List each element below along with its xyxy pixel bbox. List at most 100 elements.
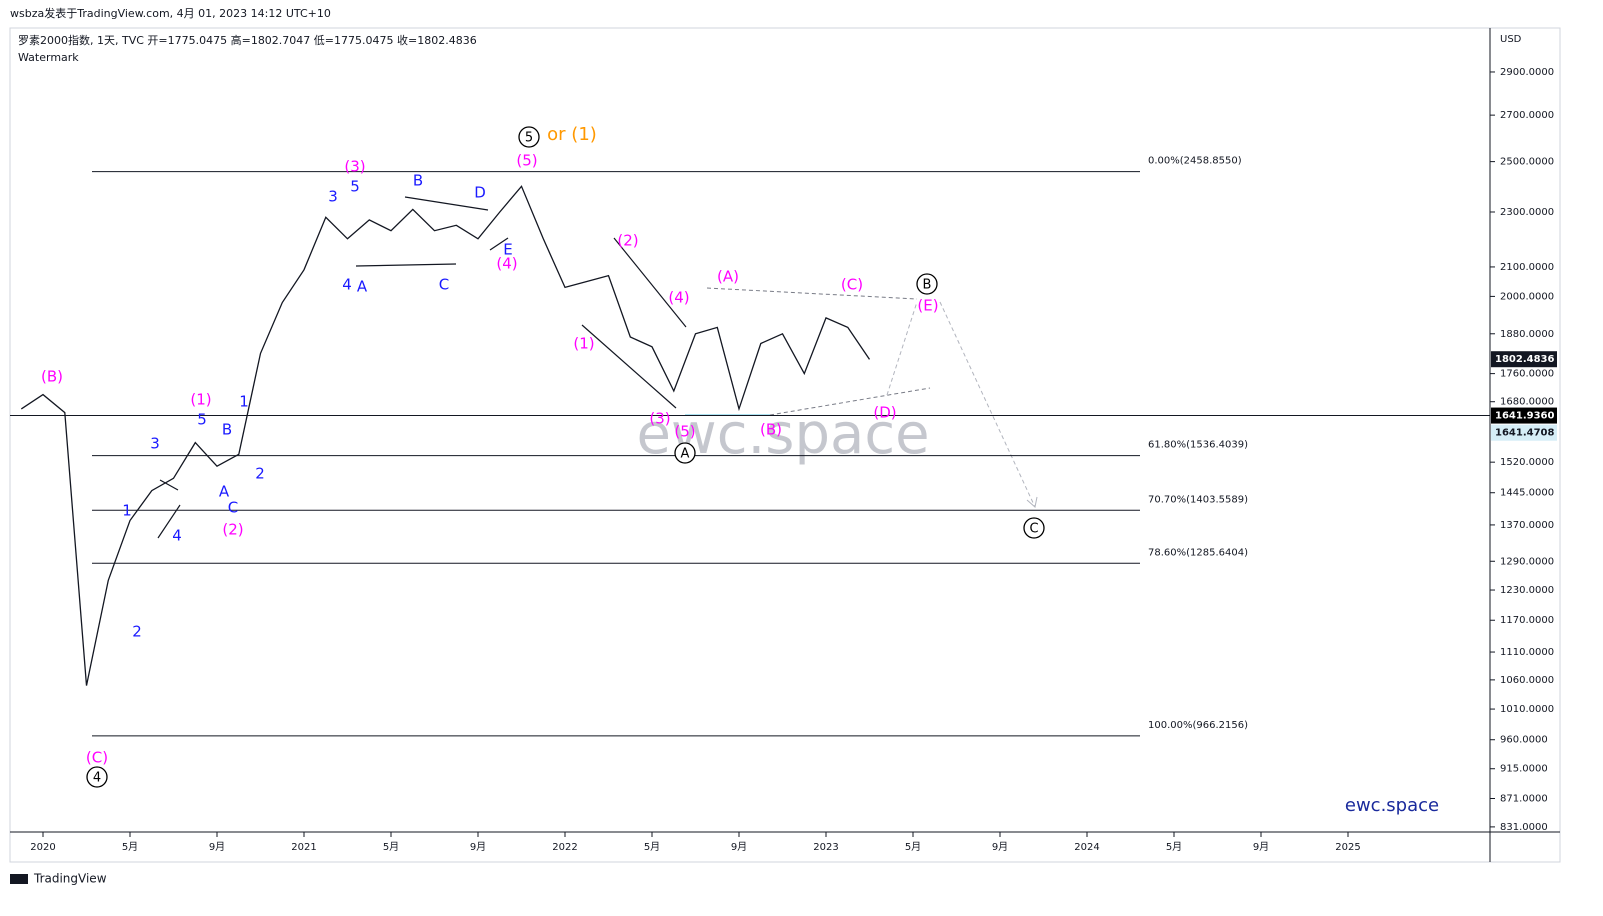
x-tick-label: 2022 (552, 842, 577, 853)
byline: wsbza发表于TradingView.com, 4月 01, 2023 14:… (10, 6, 331, 20)
wave-label: (3) (649, 410, 670, 428)
y-tick-label: 1680.0000 (1500, 397, 1554, 408)
wave-circle (518, 126, 540, 148)
y-tick-label: 2100.0000 (1500, 262, 1554, 273)
x-tick-label: 5月 (383, 841, 399, 853)
wave-label: A (357, 278, 368, 296)
projection (939, 301, 1036, 508)
y-tick-label: 1880.0000 (1500, 329, 1554, 340)
wave-circle (916, 273, 938, 295)
y-tick-label: 1230.0000 (1500, 585, 1554, 596)
wave-label: (5) (516, 152, 537, 170)
y-tick-label: 831.0000 (1500, 822, 1548, 833)
x-tick-label: 5月 (905, 841, 921, 853)
wave-circle (86, 766, 108, 788)
price-label: 1641.4708 (1495, 428, 1555, 439)
wave-label: 2 (132, 623, 142, 641)
y-tick-label: 2900.0000 (1500, 67, 1554, 78)
dashed-drawings (706, 287, 1038, 508)
x-tick-label: 2020 (30, 842, 55, 853)
wave-label: B (413, 172, 423, 190)
y-tick-label: 1010.0000 (1500, 704, 1554, 715)
currency: USD (1500, 34, 1522, 45)
trendline (613, 237, 687, 328)
y-tick-label: 1520.0000 (1500, 457, 1554, 468)
wave-label: (5) (674, 423, 695, 441)
y-tick-label: 960.0000 (1500, 735, 1548, 746)
wave-label: (4) (668, 289, 689, 307)
x-tick-label: 2021 (291, 842, 316, 853)
wave-label: C (439, 276, 449, 294)
wave-label: (E) (917, 297, 938, 315)
price-line-series (20, 185, 871, 686)
y-tick-label: 2500.0000 (1500, 157, 1554, 168)
wave-label: C (228, 499, 238, 517)
wave-label: 4 (93, 771, 101, 786)
wave-label: 5 (525, 131, 533, 146)
projection (886, 301, 918, 396)
y-tick-label: 1170.0000 (1500, 615, 1554, 626)
wave-label: (A) (717, 268, 739, 286)
triangle-top (706, 287, 918, 300)
y-tick-label: 1370.0000 (1500, 520, 1554, 531)
wave-label: C (1029, 522, 1038, 537)
watermark-label: Watermark (18, 51, 79, 64)
price-box (1491, 351, 1557, 368)
x-tick-label: 2024 (1074, 842, 1099, 853)
x-tick-label: 2025 (1335, 842, 1360, 853)
y-tick-label: 1760.0000 (1500, 369, 1554, 380)
wave-label: 4 (172, 527, 182, 545)
wave-label: (B) (760, 421, 782, 439)
y-tick-label: 2000.0000 (1500, 291, 1554, 302)
wave-label: 1 (122, 502, 132, 520)
wave-label: D (474, 184, 486, 202)
wave-label: A (681, 447, 690, 462)
price-box (1491, 424, 1557, 441)
y-tick-label: 1110.0000 (1500, 647, 1554, 658)
wave-label: (C) (841, 276, 863, 294)
wave-label: A (219, 483, 230, 501)
wave-label: 2 (255, 465, 265, 483)
y-tick-label: 915.0000 (1500, 764, 1548, 775)
x-tick-label: 2023 (813, 842, 838, 853)
price-label: 1641.9360 (1495, 411, 1555, 422)
x-tick-label: 9月 (470, 841, 486, 853)
wave-label: (C) (86, 749, 108, 767)
footer-brand: TradingView (33, 872, 107, 886)
wave-label: or (1) (547, 124, 597, 145)
x-tick-label: 5月 (644, 841, 660, 853)
x-tick-label: 5月 (1166, 841, 1182, 853)
trendline (355, 263, 457, 267)
y-tick-label: 2700.0000 (1500, 110, 1554, 121)
wave-circle (1023, 517, 1045, 539)
wave-label: (D) (873, 404, 896, 422)
trendline (489, 237, 509, 251)
wave-label: 3 (328, 188, 338, 206)
price-label: 1802.4836 (1495, 354, 1555, 365)
symbol-line: 罗素2000指数, 1天, TVC 开=1775.0475 高=1802.704… (18, 33, 477, 47)
y-tick-label: 1060.0000 (1500, 675, 1554, 686)
brand-mark: ewc.space (1345, 795, 1439, 816)
y-tick-label: 871.0000 (1500, 793, 1548, 804)
price-box (1491, 407, 1557, 424)
fib-label: 61.80%(1536.4039) (1148, 440, 1248, 451)
fib-label: 0.00%(2458.8550) (1148, 156, 1242, 167)
wave-circle (674, 442, 696, 464)
wave-label: B (923, 278, 932, 293)
fib-label: 78.60%(1285.6404) (1148, 547, 1248, 558)
triangle-bottom (769, 387, 931, 416)
wave-label: 5 (350, 178, 360, 196)
wave-label: (4) (496, 255, 517, 273)
trendline (581, 324, 677, 409)
y-tick-label: 1445.0000 (1500, 488, 1554, 499)
wave-label: (1) (573, 335, 594, 353)
wave-label: (B) (41, 368, 63, 386)
wave-label: 3 (150, 435, 160, 453)
fib-label: 100.00%(966.2156) (1148, 720, 1248, 731)
y-tick-label: 1290.0000 (1500, 556, 1554, 567)
wave-label: (3) (344, 158, 365, 176)
x-tick-label: 9月 (731, 841, 747, 853)
wave-label: 4 (342, 276, 352, 294)
